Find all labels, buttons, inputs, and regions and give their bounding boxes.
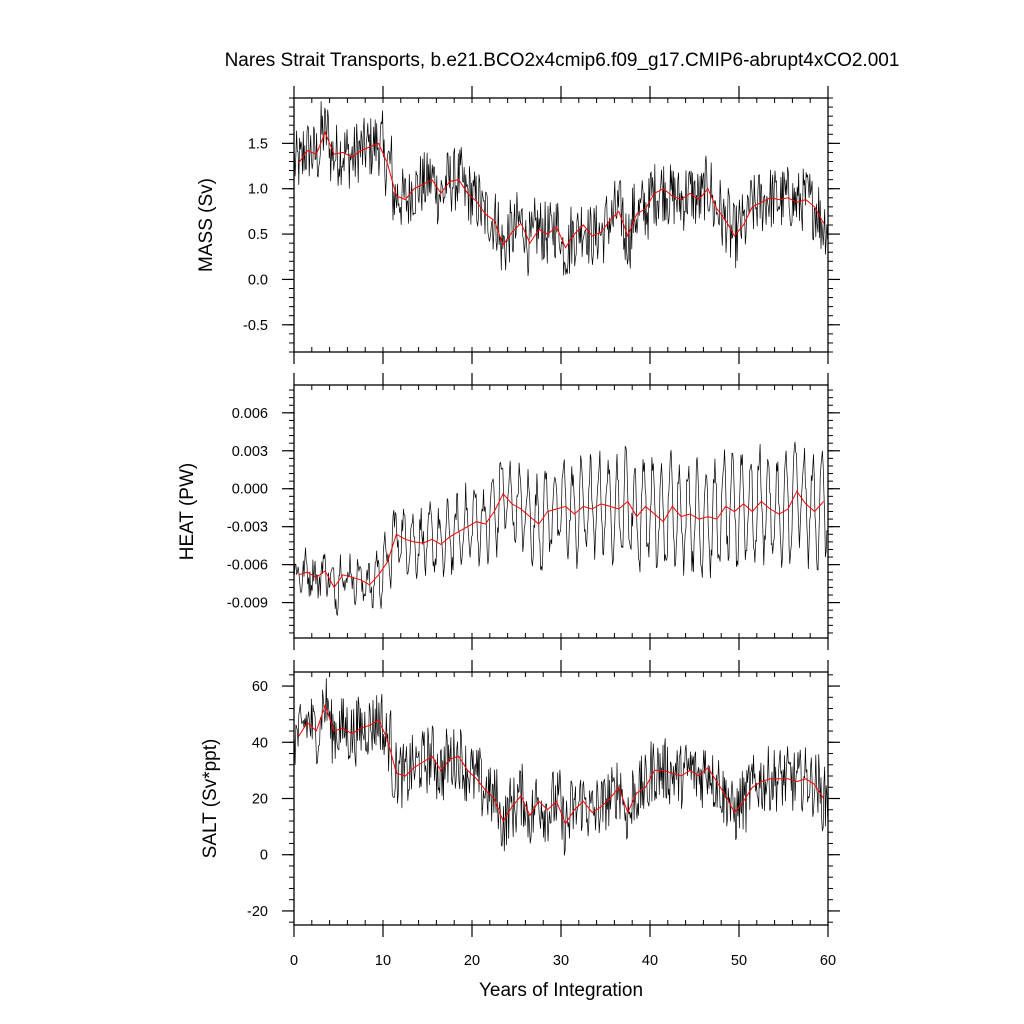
heat-y-tick-label: -0.006 xyxy=(227,558,268,574)
salt-plot-frame xyxy=(293,671,829,926)
salt-y-tick-label: -20 xyxy=(247,904,268,920)
x-tick-label: 50 xyxy=(731,953,747,969)
salt-monthly-line xyxy=(294,678,828,856)
x-axis-label: Years of Integration xyxy=(479,980,643,1001)
x-tick-label: 0 xyxy=(290,953,298,969)
mass-monthly-line xyxy=(294,101,828,276)
heat-panel: HEAT (PW) -0.009 -0.006 -0.003 0.000 0.003 0.… xyxy=(177,373,840,650)
heat-y-tick-label: 0.006 xyxy=(232,406,268,422)
x-tick-label: 60 xyxy=(820,953,836,969)
salt-y-tick-label: 0 xyxy=(260,848,268,864)
salt-y-axis-label: SALT (Sv*ppt) xyxy=(200,739,221,859)
x-tick-label: 10 xyxy=(375,953,391,969)
mass-y-tick-label: 0.5 xyxy=(248,227,268,243)
heat-y-tick-label: -0.009 xyxy=(227,596,268,612)
salt-annual-mean-line xyxy=(297,704,825,825)
salt-y-tick-label: 60 xyxy=(252,679,268,695)
chart-title: Nares Strait Transports, b.e21.BCO2x4cmi… xyxy=(225,50,900,71)
mass-y-tick-label: 0.0 xyxy=(248,272,268,288)
heat-plot-frame xyxy=(293,384,829,639)
mass-y-tick-label: 1.5 xyxy=(248,136,268,152)
salt-y-tick-label: 20 xyxy=(252,792,268,808)
mass-y-tick-label: -0.5 xyxy=(243,318,268,334)
heat-y-axis-label: HEAT (PW) xyxy=(177,463,198,560)
mass-y-tick-label: 1.0 xyxy=(248,182,268,198)
heat-y-tick-label: 0.003 xyxy=(232,444,268,460)
mass-panel: MASS (Sv) -0.5 0.0 0.5 1.0 1.5 xyxy=(196,86,840,364)
mass-y-axis-label: MASS (Sv) xyxy=(196,178,217,272)
salt-y-tick-label: 40 xyxy=(252,735,268,751)
x-tick-labels: 0 10 20 30 40 50 60 xyxy=(290,953,836,969)
x-tick-label: 40 xyxy=(642,953,658,969)
heat-y-tick-label: -0.003 xyxy=(227,520,268,536)
heat-annual-mean-line xyxy=(298,490,824,589)
mass-plot-frame xyxy=(293,97,829,353)
salt-panel: SALT (Sv*ppt) -20 0 20 40 60 xyxy=(200,660,840,937)
x-tick-label: 20 xyxy=(464,953,480,969)
x-tick-label: 30 xyxy=(553,953,569,969)
heat-y-tick-label: 0.000 xyxy=(232,482,268,498)
heat-monthly-line xyxy=(294,441,828,617)
mass-annual-mean-line xyxy=(297,131,825,249)
